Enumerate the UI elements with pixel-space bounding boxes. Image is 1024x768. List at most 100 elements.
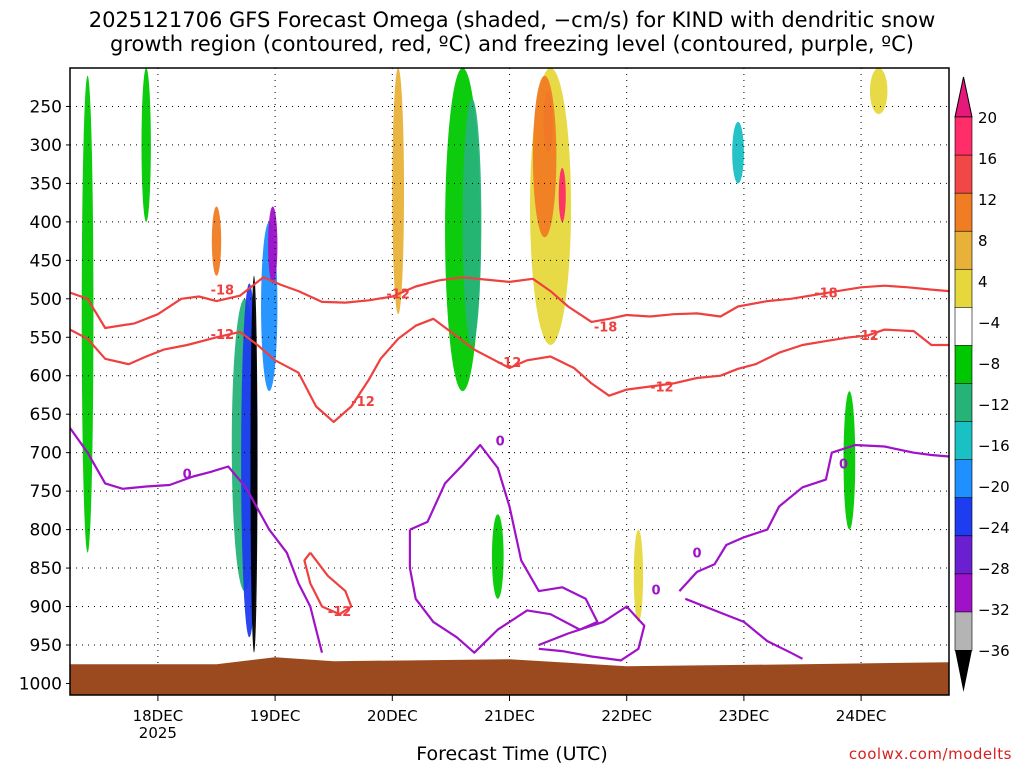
colorbar-bin [954, 421, 973, 461]
contour-line [538, 605, 646, 662]
omega-shade-region [268, 206, 278, 284]
contour-label: 0 [839, 457, 848, 472]
contour-label: 0 [183, 467, 192, 482]
contour-label: 0 [692, 547, 701, 562]
x-tick-label: 22DEC [601, 707, 652, 725]
x-axis-label: Forecast Time (UTC) [416, 743, 608, 765]
omega-shade-region [250, 275, 258, 653]
x-tick-label: 20DEC [367, 707, 418, 725]
x-tick-label: 18DEC [133, 707, 184, 725]
colorbar-label: 12 [978, 191, 997, 209]
colorbar-bin [954, 383, 973, 423]
contour-line [70, 276, 949, 330]
omega-shade-region [532, 75, 557, 238]
contour-line [684, 597, 804, 660]
y-tick-label: 250 [30, 97, 62, 117]
contour-label: -12 [386, 287, 410, 302]
omega-shade-region [392, 68, 405, 315]
contour-label: -12 [211, 328, 235, 343]
y-tick-label: 900 [30, 598, 62, 618]
contour-line [678, 443, 949, 592]
contour-label: -12 [351, 395, 375, 410]
y-tick-label: 600 [30, 367, 62, 387]
contour-line [70, 317, 949, 423]
y-tick-label: 500 [30, 290, 62, 310]
y-tick-label: 950 [30, 636, 62, 656]
colorbar-label: −4 [978, 314, 1000, 332]
y-tick-label: 1000 [19, 674, 62, 694]
terrain-layer [70, 657, 949, 695]
watermark: coolwx.com/modelts [848, 745, 1012, 763]
chart-title-line-1: 2025121706 GFS Forecast Omega (shaded, −… [88, 8, 936, 32]
colorbar-label: −24 [978, 519, 1010, 537]
colorbar-label: −36 [978, 642, 1010, 660]
colorbar-bin [954, 345, 973, 385]
contour-line [408, 443, 599, 654]
chart-title-line-2: growth region (contoured, red, ºC) and f… [110, 32, 914, 56]
colorbar-label: 4 [978, 273, 988, 291]
contour-labels-layer: -18 -12 -12 -12 -12 -12 -18 -12 -18 -12 0 0 0 0 0 [183, 284, 879, 621]
y-axis: 250 300 350 400 450 500 550 600 650 700 750 800 850 9… [19, 97, 70, 694]
omega-shading-layer [81, 68, 888, 653]
omega-shade-region [869, 68, 888, 115]
colorbar-label: −8 [978, 355, 1000, 373]
colorbar-bin [954, 535, 973, 575]
y-tick-label: 750 [30, 482, 62, 502]
x-tick-sublabel: 2025 [139, 724, 177, 742]
omega-shade-region [732, 121, 744, 184]
contour-label: -12 [498, 356, 522, 371]
contour-label: -12 [650, 381, 674, 396]
contour-label: -12 [328, 605, 352, 620]
omega-shade-region [843, 391, 856, 530]
colorbar-bin [954, 497, 973, 537]
colorbar-bin [954, 230, 973, 271]
omega-shade-region [633, 529, 644, 622]
contour-label: -18 [211, 284, 235, 299]
contour-line [303, 552, 353, 616]
colorbar-bin [954, 611, 973, 651]
y-tick-label: 650 [30, 405, 62, 425]
contour-label: 0 [651, 584, 660, 599]
colorbar-bin [954, 116, 973, 156]
omega-shade-region [558, 168, 566, 222]
colorbar-bin [954, 268, 973, 309]
colorbar-bin [954, 154, 973, 194]
y-tick-label: 550 [30, 328, 62, 348]
colorbar-bin [954, 307, 973, 347]
omega-shade-region [211, 206, 222, 276]
colorbar-label: −16 [978, 437, 1010, 455]
grid-layer [70, 68, 949, 695]
y-tick-label: 800 [30, 521, 62, 541]
colorbar-bin [954, 573, 973, 613]
x-tick-label: 24DEC [836, 707, 887, 725]
y-tick-label: 450 [30, 251, 62, 271]
x-tick-label: 23DEC [719, 707, 770, 725]
colorbar-label: −32 [978, 601, 1010, 619]
y-tick-label: 350 [30, 174, 62, 194]
y-tick-label: 300 [30, 136, 62, 156]
colorbar-label: −20 [978, 478, 1010, 496]
y-tick-label: 850 [30, 559, 62, 579]
colorbar-bottom-arrow [955, 650, 972, 692]
colorbar-label: −12 [978, 396, 1010, 414]
omega-shade-region [491, 514, 504, 599]
x-tick-label: 21DEC [484, 707, 535, 725]
colorbar-bin [954, 459, 973, 499]
colorbar-label: −28 [978, 560, 1010, 578]
contour-label: -12 [855, 329, 879, 344]
contour-label: -18 [594, 320, 618, 335]
x-tick-label: 19DEC [250, 707, 301, 725]
colorbar: 20 16 12 8 4 −4 −8 −12 −16 −20 −24 −28 −32 −36 [954, 76, 1010, 692]
y-tick-label: 400 [30, 213, 62, 233]
y-tick-label: 700 [30, 444, 62, 464]
contour-line [70, 427, 324, 653]
colorbar-label: 16 [978, 150, 997, 168]
contour-label: 0 [496, 434, 505, 449]
colorbar-bin [954, 192, 973, 233]
contours-layer [70, 276, 949, 662]
terrain-fill [70, 657, 949, 695]
omega-shade-region [81, 75, 94, 553]
